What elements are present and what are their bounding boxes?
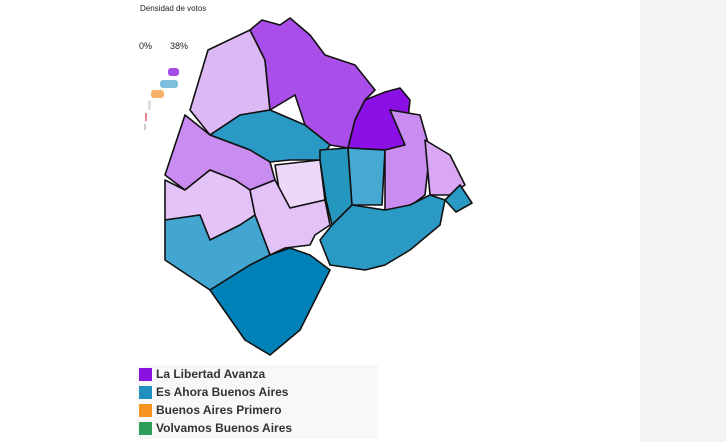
- map: Densidad de votos 0% 38%: [139, 4, 473, 356]
- legend-item: La Libertad Avanza: [137, 365, 378, 383]
- scale-swatches: [144, 68, 179, 130]
- side-panel: [640, 0, 726, 442]
- legend-swatch: [139, 421, 152, 435]
- legend-swatch: [139, 403, 152, 417]
- legend-swatch: [139, 385, 152, 399]
- legend-label: Volvamos Buenos Aires: [156, 421, 293, 435]
- legend-label: Es Ahora Buenos Aires: [156, 385, 289, 399]
- legend-label: Buenos Aires Primero: [156, 403, 282, 417]
- legend-swatch: [139, 367, 152, 381]
- scale-title: Densidad de votos: [140, 4, 206, 13]
- legend-label: La Libertad Avanza: [156, 367, 266, 381]
- legend-item: Volvamos Buenos Aires: [137, 419, 378, 437]
- scale-min: 0%: [139, 41, 152, 51]
- comunas: [164, 17, 473, 356]
- legend-item: Es Ahora Buenos Aires: [137, 383, 378, 401]
- legend: La Libertad Avanza Es Ahora Buenos Aires B…: [137, 365, 378, 439]
- legend-item: Buenos Aires Primero: [137, 401, 378, 419]
- scale-max: 38%: [170, 41, 188, 51]
